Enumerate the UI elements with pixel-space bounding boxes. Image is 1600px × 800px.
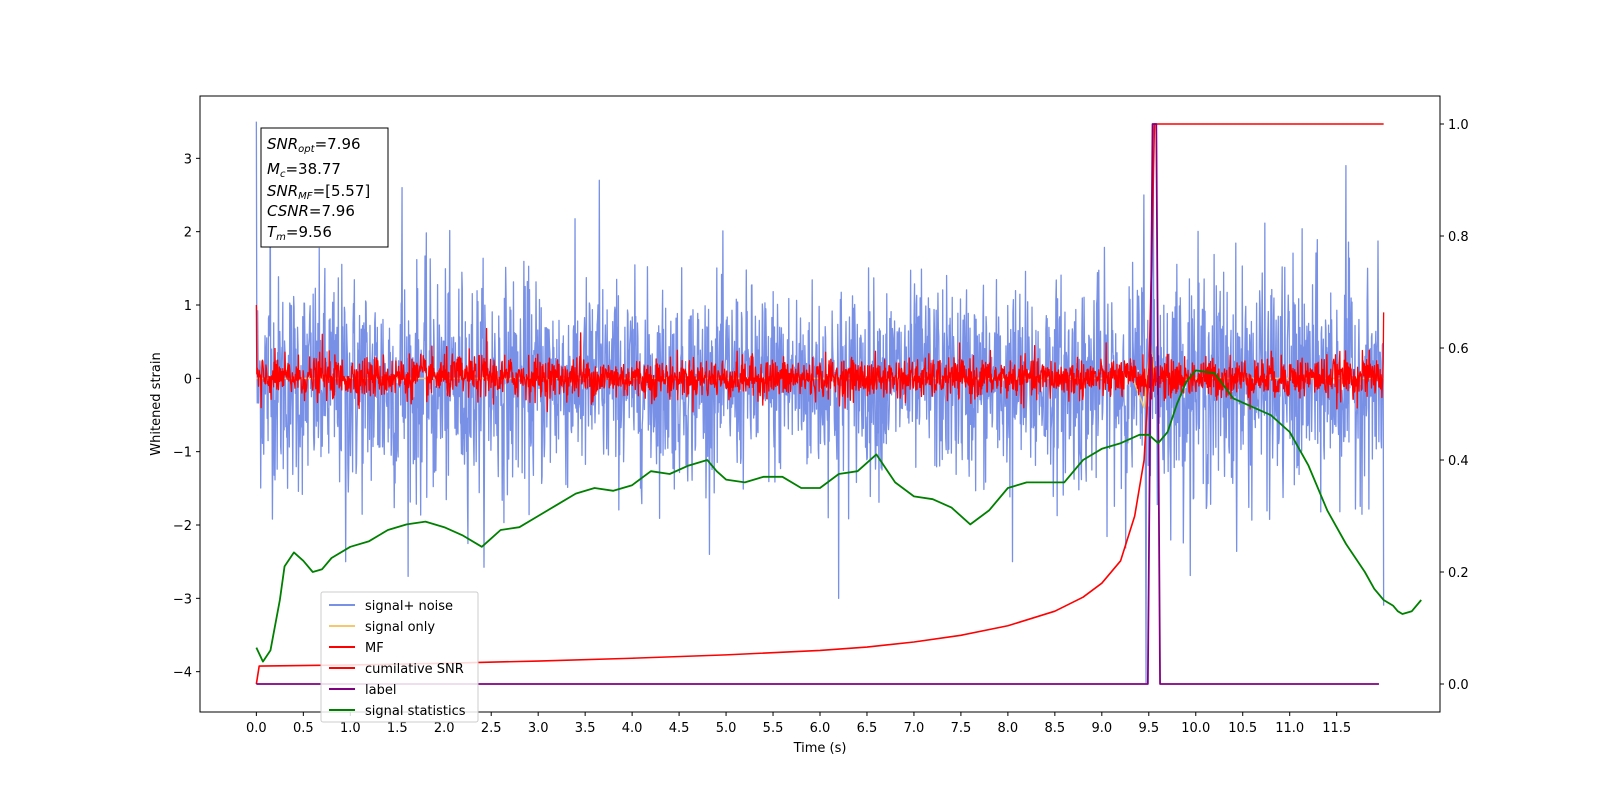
x-tick-label: 0.0 [246, 721, 267, 736]
y2-tick-label: 0.6 [1448, 342, 1469, 357]
x-tick-label: 0.5 [293, 721, 314, 736]
annotation-snr-opt: SNRopt=7.96 [267, 135, 361, 155]
legend-item-label: cumilative SNR [365, 662, 464, 677]
x-tick-label: 11.5 [1322, 721, 1351, 736]
y2-tick-label: 0.4 [1448, 454, 1469, 469]
x-tick-label: 9.5 [1138, 721, 1159, 736]
legend-item-label: signal only [365, 620, 435, 635]
annotation-tm: Tm=9.56 [267, 223, 332, 243]
y2-tick-label: 1.0 [1448, 118, 1469, 133]
series-cumulative-snr [255, 123, 1384, 685]
x-tick-label: 4.0 [622, 721, 643, 736]
y2-tick-label: 0.0 [1448, 678, 1469, 693]
x-tick-label: 7.0 [904, 721, 925, 736]
x-tick-label: 6.5 [857, 721, 878, 736]
x-tick-label: 3.0 [528, 721, 549, 736]
legend-item-label: signal+ noise [365, 599, 453, 614]
y-tick-label: 1 [184, 299, 192, 314]
y-tick-label: 0 [184, 372, 192, 387]
y-axis-label: Whitened strain [149, 352, 164, 455]
x-tick-label: 1.5 [387, 721, 408, 736]
x-tick-label: 10.5 [1228, 721, 1257, 736]
y-axis-right: 1.0 0.8 0.6 0.4 0.2 0.0 [1440, 118, 1469, 693]
y-tick-label: −3 [173, 592, 192, 607]
legend-box [320, 591, 479, 723]
x-tick-label: 8.0 [998, 721, 1019, 736]
x-axis-label: Time (s) [793, 741, 847, 756]
y-tick-label: −2 [173, 519, 192, 534]
x-tick-label: 3.5 [575, 721, 596, 736]
series-mf [255, 304, 1385, 413]
y-tick-label: 3 [184, 152, 192, 167]
x-tick-label: 2.0 [434, 721, 455, 736]
x-tick-label: 4.5 [669, 721, 690, 736]
x-tick-label: 2.5 [481, 721, 502, 736]
y-axis-left: 3 2 1 0 −1 −2 −3 −4 [173, 152, 200, 681]
x-tick-label: 1.0 [340, 721, 361, 736]
stats-annotation-box: SNRopt=7.96 Mc=38.77 SNRMF=[5.57] CSNR=7… [260, 127, 389, 248]
legend-item-label: MF [365, 641, 384, 656]
legend: signal+ noise signal only MF cumilative SNR… [320, 591, 479, 723]
x-axis: 0.0 0.5 1.0 1.5 2.0 2.5 3.0 3.5 4.0 4.5 5.0 5.5 6.0 6… [246, 712, 1351, 736]
x-tick-label: 10.0 [1181, 721, 1210, 736]
x-tick-label: 5.0 [716, 721, 737, 736]
annotation-snr-mf: SNRMF=[5.57] [267, 182, 370, 202]
legend-item-label: label [365, 683, 396, 698]
x-tick-label: 11.0 [1275, 721, 1304, 736]
x-tick-label: 5.5 [763, 721, 784, 736]
series-signal-statistics [255, 369, 1422, 663]
y-tick-label: −4 [173, 666, 192, 681]
legend-item-label: signal statistics [365, 704, 466, 719]
y2-tick-label: 0.2 [1448, 566, 1469, 581]
annotation-mc: Mc=38.77 [267, 160, 341, 180]
x-tick-label: 8.5 [1045, 721, 1066, 736]
series-layer [255, 121, 1422, 685]
x-tick-label: 6.0 [810, 721, 831, 736]
x-tick-label: 7.5 [951, 721, 972, 736]
y-tick-label: −1 [173, 446, 192, 461]
series-label [256, 123, 1379, 685]
annotation-csnr: CSNR=7.96 [267, 202, 355, 220]
x-tick-label: 9.0 [1091, 721, 1112, 736]
y2-tick-label: 0.8 [1448, 230, 1469, 245]
y-tick-label: 2 [184, 226, 192, 241]
